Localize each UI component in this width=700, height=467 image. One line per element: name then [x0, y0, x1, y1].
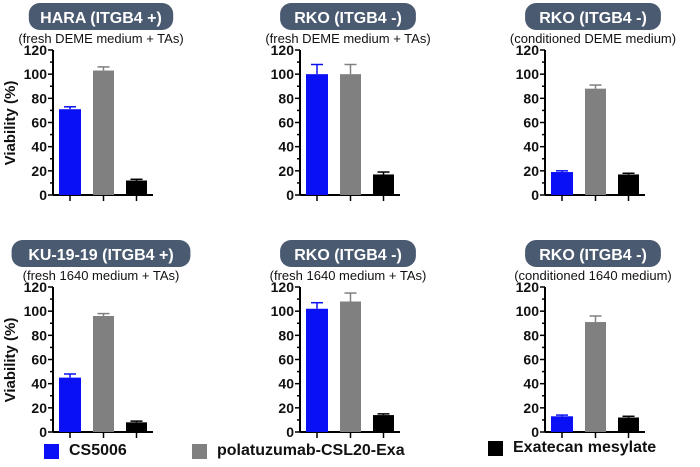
y-tick-label: 20 — [278, 163, 294, 179]
bar-polatuzumab-csl20-exa — [93, 316, 114, 432]
y-tick-label: 120 — [24, 279, 48, 295]
y-tick-label: 20 — [278, 400, 294, 416]
y-tick-label: 120 — [516, 42, 540, 58]
legend-label: CS5006 — [69, 442, 127, 459]
panel-title: RKO (ITGB4 -) — [294, 247, 402, 264]
y-tick-label: 40 — [31, 139, 47, 155]
title-pill — [280, 240, 416, 267]
y-tick-label: 0 — [286, 187, 294, 203]
panel-subtitle: (fresh DEME medium + TAs) — [18, 31, 183, 46]
y-tick-label: 100 — [24, 66, 48, 82]
bar-exatecan-mesylate — [126, 422, 147, 432]
y-tick-label: 60 — [278, 352, 294, 368]
y-tick-label: 80 — [31, 327, 47, 343]
bar-polatuzumab-csl20-exa — [585, 88, 606, 195]
panel-subtitle: (conditioned DEME medium) — [510, 31, 676, 46]
legend-label: polatuzumab-CSL20-Exa — [217, 442, 405, 459]
panel-title: RKO (ITGB4 -) — [294, 10, 402, 27]
bar-cs5006 — [306, 74, 328, 195]
y-tick-label: 20 — [523, 400, 539, 416]
y-tick-label: 80 — [278, 90, 294, 106]
y-tick-label: 0 — [39, 187, 47, 203]
y-tick-label: 60 — [31, 352, 47, 368]
y-tick-label: 20 — [523, 163, 539, 179]
y-tick-label: 0 — [39, 424, 47, 440]
legend-item-polatuzumab: polatuzumab-CSL20-Exa — [192, 442, 405, 460]
y-tick-label: 120 — [516, 279, 540, 295]
legend-swatch — [192, 443, 207, 459]
panel-subtitle: (fresh 1640 medium + TAs) — [23, 268, 180, 283]
y-tick-label: 0 — [286, 424, 294, 440]
panel-title: KU-19-19 (ITGB4 +) — [28, 247, 173, 264]
bar-exatecan-mesylate — [618, 417, 639, 432]
panel-title: RKO (ITGB4 -) — [539, 10, 647, 27]
panel-subtitle: (fresh 1640 medium + TAs) — [270, 268, 427, 283]
bar-exatecan-mesylate — [126, 180, 147, 195]
y-tick-label: 60 — [523, 352, 539, 368]
bar-cs5006 — [59, 377, 81, 432]
y-tick-label: 120 — [271, 279, 295, 295]
title-pill — [28, 3, 174, 30]
panel-title: RKO (ITGB4 -) — [539, 247, 647, 264]
y-tick-label: 20 — [31, 163, 47, 179]
legend-item-exatecan: Exatecan mesylate — [488, 439, 656, 457]
y-tick-label: 100 — [271, 303, 295, 319]
bar-polatuzumab-csl20-exa — [585, 322, 606, 432]
y-tick-label: 0 — [531, 187, 539, 203]
y-tick-label: 40 — [523, 376, 539, 392]
bar-cs5006 — [551, 172, 573, 195]
y-tick-label: 100 — [516, 303, 540, 319]
title-pill — [525, 240, 661, 267]
y-tick-label: 40 — [278, 376, 294, 392]
y-tick-label: 80 — [523, 90, 539, 106]
panel-title: HARA (ITGB4 +) — [40, 10, 162, 27]
panel-subtitle: (conditioned 1640 medium) — [514, 268, 672, 283]
y-tick-label: 60 — [523, 115, 539, 131]
title-pill — [525, 3, 661, 30]
y-tick-label: 80 — [31, 90, 47, 106]
panel-subtitle: (fresh DEME medium + TAs) — [265, 31, 430, 46]
y-tick-label: 120 — [24, 42, 48, 58]
y-tick-label: 80 — [278, 327, 294, 343]
bar-exatecan-mesylate — [373, 415, 394, 432]
bar-cs5006 — [306, 308, 328, 432]
bar-polatuzumab-csl20-exa — [93, 70, 114, 195]
y-axis-label: Viability (%) — [2, 81, 19, 166]
y-tick-label: 40 — [523, 139, 539, 155]
y-tick-label: 80 — [523, 327, 539, 343]
bar-polatuzumab-csl20-exa — [340, 74, 361, 195]
bar-cs5006 — [551, 416, 573, 432]
y-tick-label: 0 — [531, 424, 539, 440]
y-axis-label: Viability (%) — [2, 318, 19, 403]
y-tick-label: 40 — [278, 139, 294, 155]
y-tick-label: 40 — [31, 376, 47, 392]
legend-swatch — [44, 443, 59, 459]
bar-polatuzumab-csl20-exa — [340, 301, 361, 432]
y-tick-label: 60 — [278, 115, 294, 131]
legend-swatch — [488, 440, 503, 456]
y-tick-label: 60 — [31, 115, 47, 131]
bar-exatecan-mesylate — [618, 174, 639, 195]
y-tick-label: 20 — [31, 400, 47, 416]
y-tick-label: 120 — [271, 42, 295, 58]
title-pill — [280, 3, 416, 30]
y-tick-label: 100 — [24, 303, 48, 319]
title-pill — [11, 240, 191, 267]
bar-cs5006 — [59, 109, 81, 195]
legend-label: Exatecan mesylate — [513, 439, 657, 456]
y-tick-label: 100 — [516, 66, 540, 82]
legend-item-cs5006: CS5006 — [44, 442, 127, 460]
bar-exatecan-mesylate — [373, 174, 394, 195]
y-tick-label: 100 — [271, 66, 295, 82]
